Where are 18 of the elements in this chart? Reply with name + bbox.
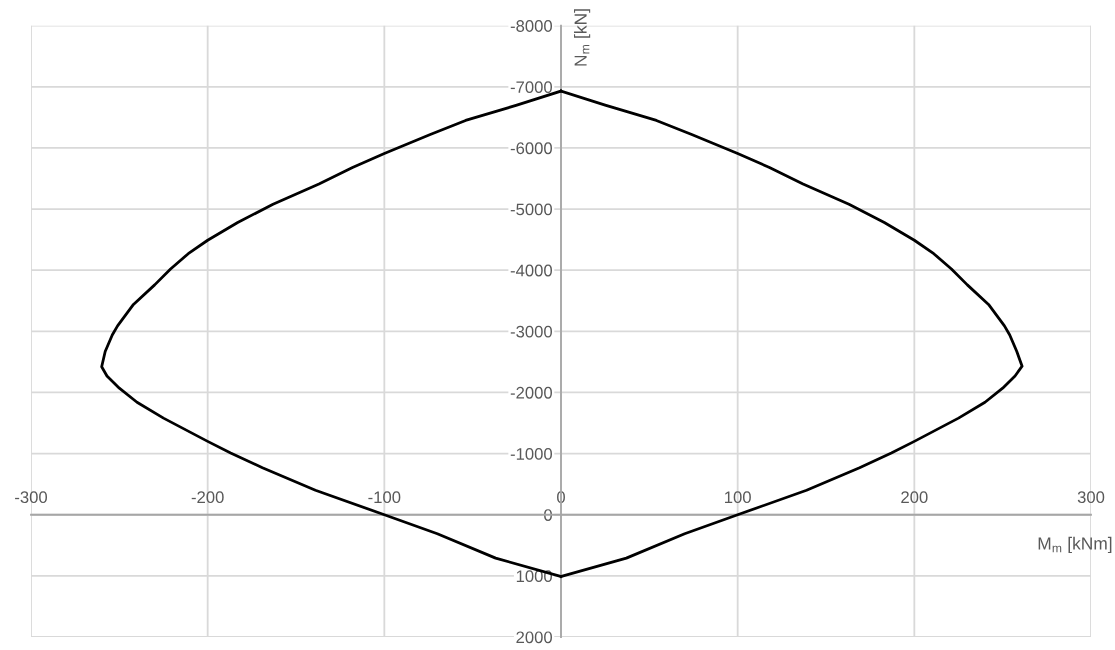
x-tick-label: 300	[1077, 491, 1105, 504]
x-tick-label: -200	[191, 491, 224, 504]
y-axis-title: N$_{m}$ [kN]	[574, 9, 591, 66]
x-tick-label: 200	[901, 491, 928, 504]
y-tick-label: -7000	[510, 81, 553, 94]
y-tick-label: -5000	[510, 203, 553, 216]
x-tick-label: 0	[557, 491, 565, 504]
x-tick-label: -300	[15, 491, 48, 504]
y-tick-label: -8000	[510, 20, 553, 32]
x-tick-label: -100	[368, 491, 401, 504]
y-tick-label: 2000	[516, 631, 553, 644]
y-tick-label: -2000	[510, 386, 553, 399]
x-axis-title: M$_{m}$ [kNm]	[1038, 536, 1112, 554]
x-tick-label: 100	[725, 491, 751, 504]
y-tick-label: -6000	[510, 142, 553, 155]
y-tick-label: -1000	[510, 448, 553, 460]
y-tick-label: -4000	[510, 264, 553, 277]
y-tick-label: -3000	[510, 325, 553, 338]
